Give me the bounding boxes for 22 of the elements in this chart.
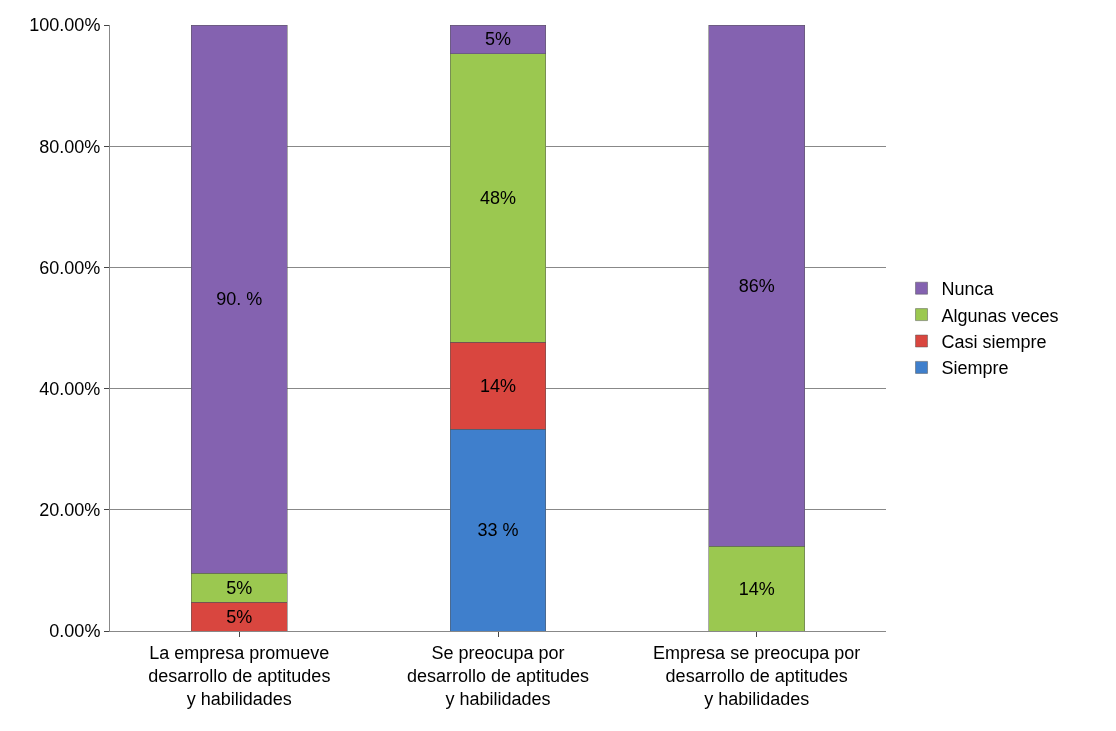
y-tick-label: 0.00% [49, 621, 101, 642]
data-label: 48% [479, 188, 517, 209]
y-tick-label: 20.00% [39, 500, 101, 521]
data-label: 33 % [477, 520, 519, 541]
data-label: 86% [738, 275, 775, 296]
data-label: 90. % [216, 289, 263, 310]
legend-label: Casi siempre [941, 332, 1047, 353]
data-label: 5% [226, 577, 253, 598]
y-tick-label: 60.00% [39, 257, 101, 278]
y-tick-label: 40.00% [39, 378, 101, 399]
x-tick-label: La empresa promueve desarrollo de aptitudes y habilidades [148, 642, 331, 710]
legend-label: Algunas veces [941, 305, 1059, 326]
data-label: 14% [479, 375, 517, 396]
x-tick-label: Se preocupa por desarrollo de aptitudes y habilidades [406, 642, 590, 710]
data-label: 5% [226, 606, 253, 627]
y-tick-label: 80.00% [39, 136, 101, 157]
y-tick-label: 100.00% [29, 15, 101, 36]
legend-label: Nunca [941, 279, 995, 300]
data-label: 5% [484, 29, 512, 50]
data-label: 14% [738, 578, 775, 599]
legend-label: Siempre [941, 358, 1009, 379]
x-tick-label: Empresa se preocupa por desarrollo de aptitudes y habilidades [653, 642, 861, 710]
